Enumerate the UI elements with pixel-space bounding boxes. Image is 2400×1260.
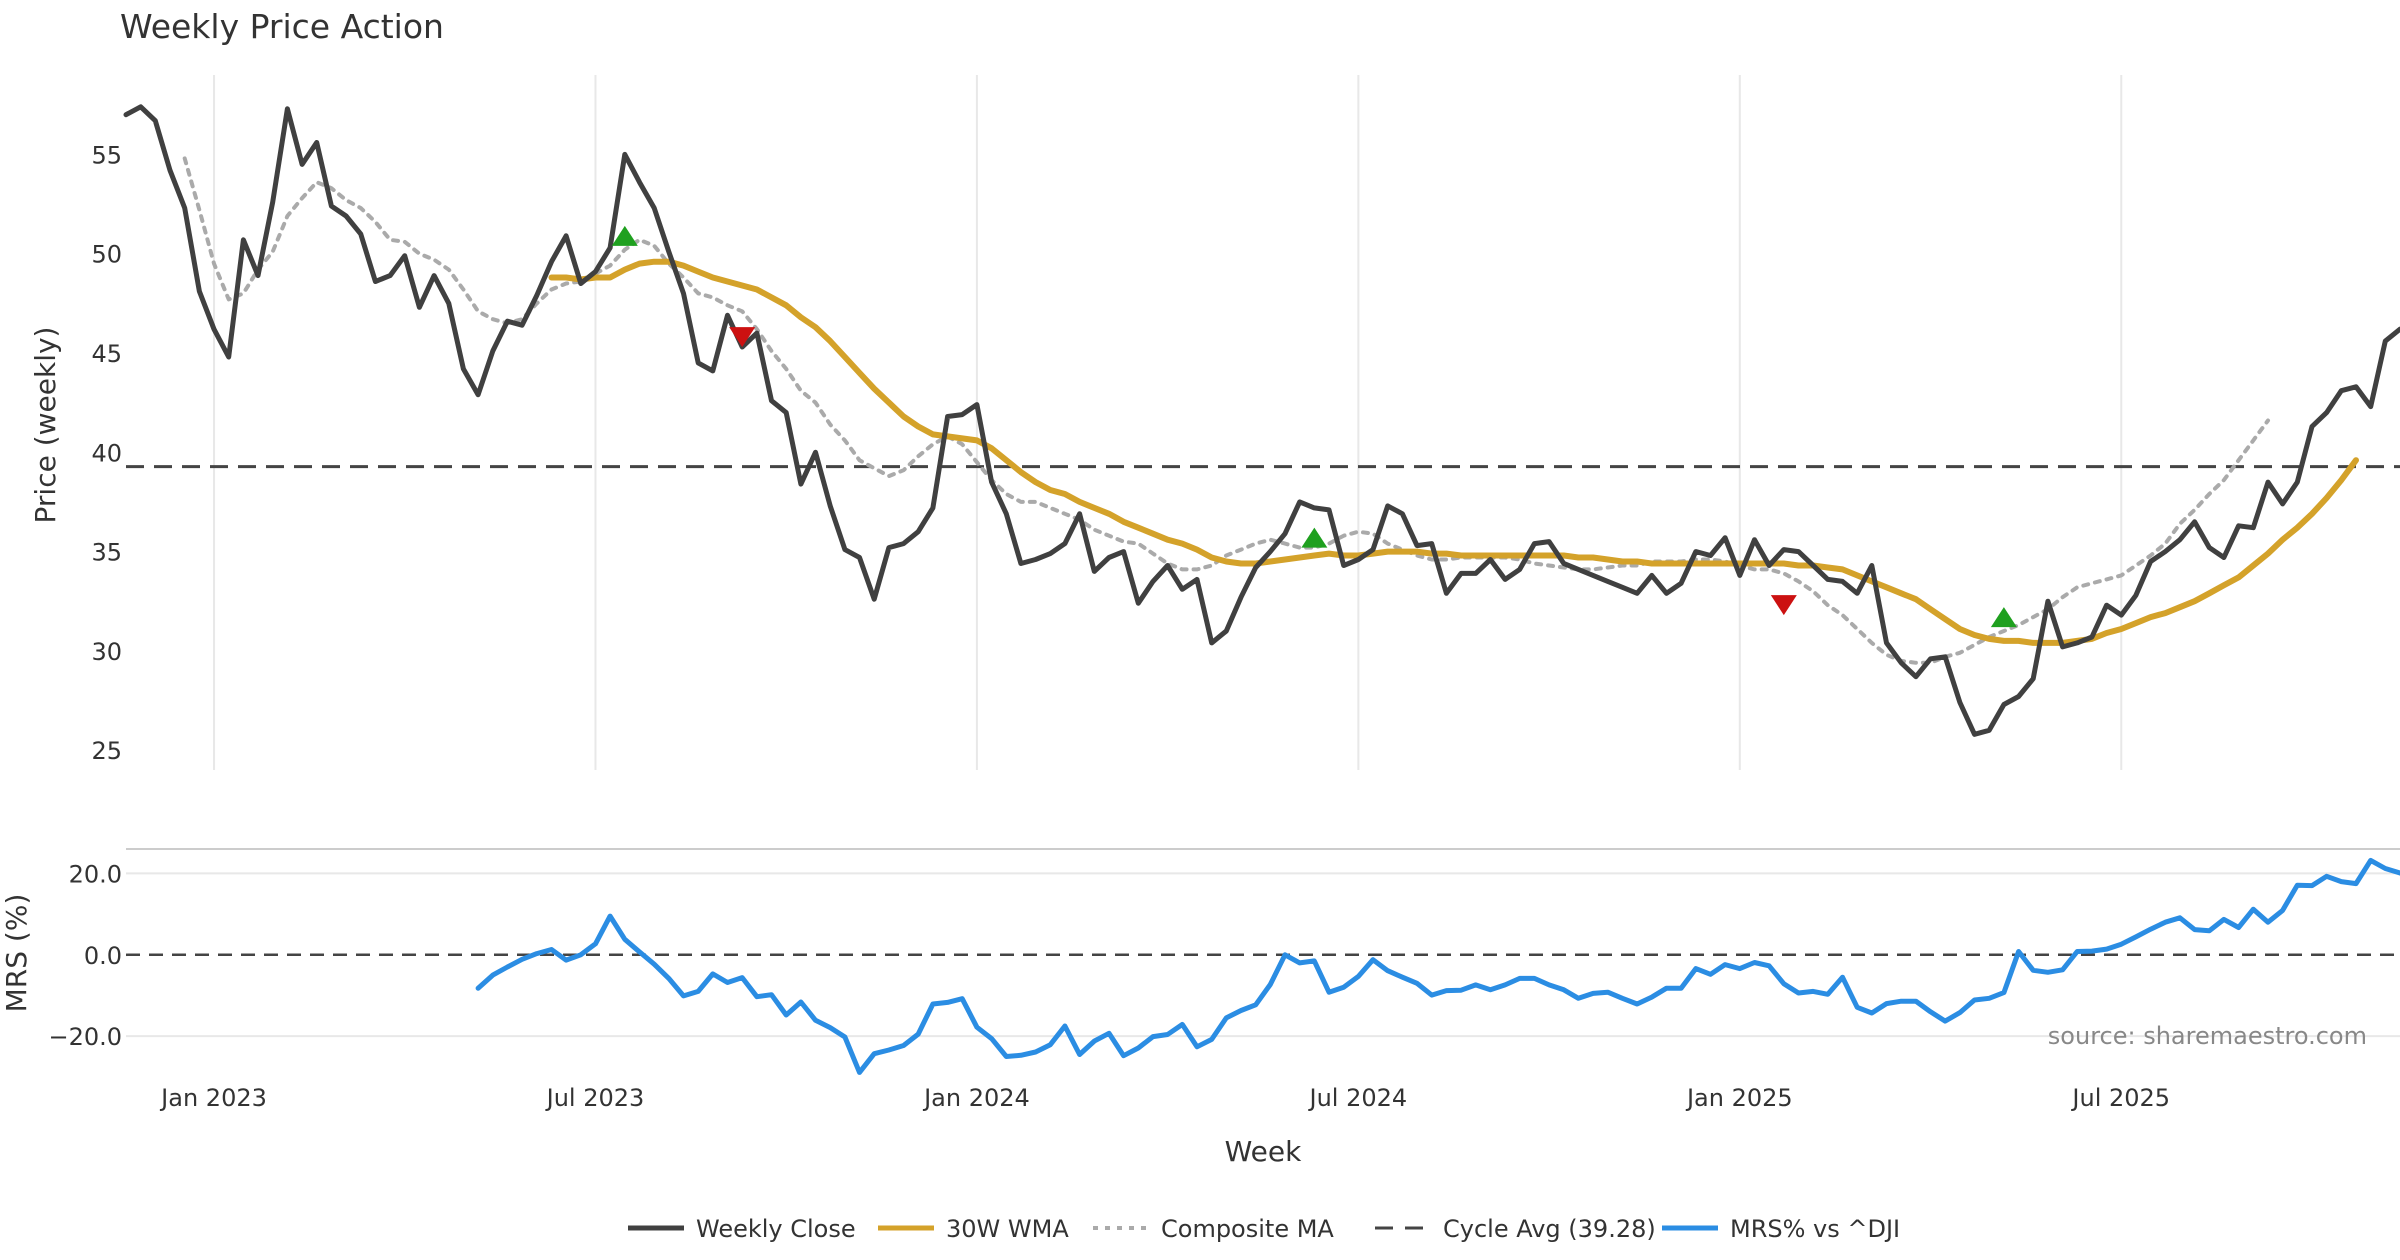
- legend: Weekly Close 30W WMA Composite MA Cycle Avg…: [628, 1215, 1900, 1243]
- composite-ma-line: [182, 156, 2270, 665]
- x-tick: Jul 2025: [2070, 1084, 2170, 1112]
- mrs-y-tick: 20.0: [69, 860, 122, 888]
- wma-30w-line: [548, 258, 2359, 646]
- price-y-tick: 35: [91, 539, 122, 567]
- sell-signal-marker: [729, 327, 756, 348]
- x-tick: Jul 2023: [545, 1084, 645, 1112]
- legend-label: Weekly Close: [696, 1215, 856, 1243]
- x-ticks: Jan 2023 Jul 2023 Jan 2024 Jul 2024 Jan 2025…: [159, 1084, 2170, 1112]
- buy-signal-marker: [1990, 607, 2017, 628]
- sell-signal-marker: [1770, 595, 1797, 616]
- buy-signal-marker: [611, 225, 638, 246]
- x-axis-label: Week: [1225, 1135, 1302, 1168]
- legend-label: 30W WMA: [946, 1215, 1069, 1243]
- x-tick: Jan 2024: [922, 1084, 1030, 1112]
- price-y-tick: 55: [91, 141, 122, 169]
- legend-label: MRS% vs ^DJI: [1730, 1215, 1900, 1243]
- mrs-gridlines: [126, 872, 2400, 1038]
- buy-signal-marker: [1301, 527, 1328, 548]
- mrs-line: [475, 857, 2400, 1075]
- price-y-tick: 45: [91, 340, 122, 368]
- price-series: [123, 104, 2400, 737]
- mrs-series: [126, 857, 2400, 1075]
- mrs-y-label: MRS (%): [0, 894, 33, 1013]
- legend-label: Composite MA: [1161, 1215, 1334, 1243]
- price-y-tick: 40: [91, 439, 122, 467]
- price-y-ticks: 25 30 35 40 45 50 55: [91, 141, 122, 765]
- legend-label: Cycle Avg (39.28): [1443, 1215, 1656, 1243]
- price-y-label: Price (weekly): [29, 327, 62, 524]
- price-gridlines: [213, 75, 2123, 770]
- signal-markers: [611, 225, 2017, 628]
- source-annotation: source: sharemaestro.com: [2048, 1022, 2367, 1050]
- x-tick: Jul 2024: [1308, 1084, 1408, 1112]
- mrs-y-tick: 0.0: [84, 942, 122, 970]
- chart-title: Weekly Price Action: [120, 7, 444, 46]
- mrs-y-tick: −20.0: [48, 1023, 122, 1051]
- mrs-y-ticks: 20.0 0.0 −20.0: [48, 860, 122, 1051]
- price-y-tick: 50: [91, 241, 122, 269]
- weekly-close-line: [123, 104, 2400, 737]
- x-tick: Jan 2023: [159, 1084, 267, 1112]
- x-tick: Jan 2025: [1685, 1084, 1793, 1112]
- price-y-tick: 25: [91, 737, 122, 765]
- price-y-tick: 30: [91, 638, 122, 666]
